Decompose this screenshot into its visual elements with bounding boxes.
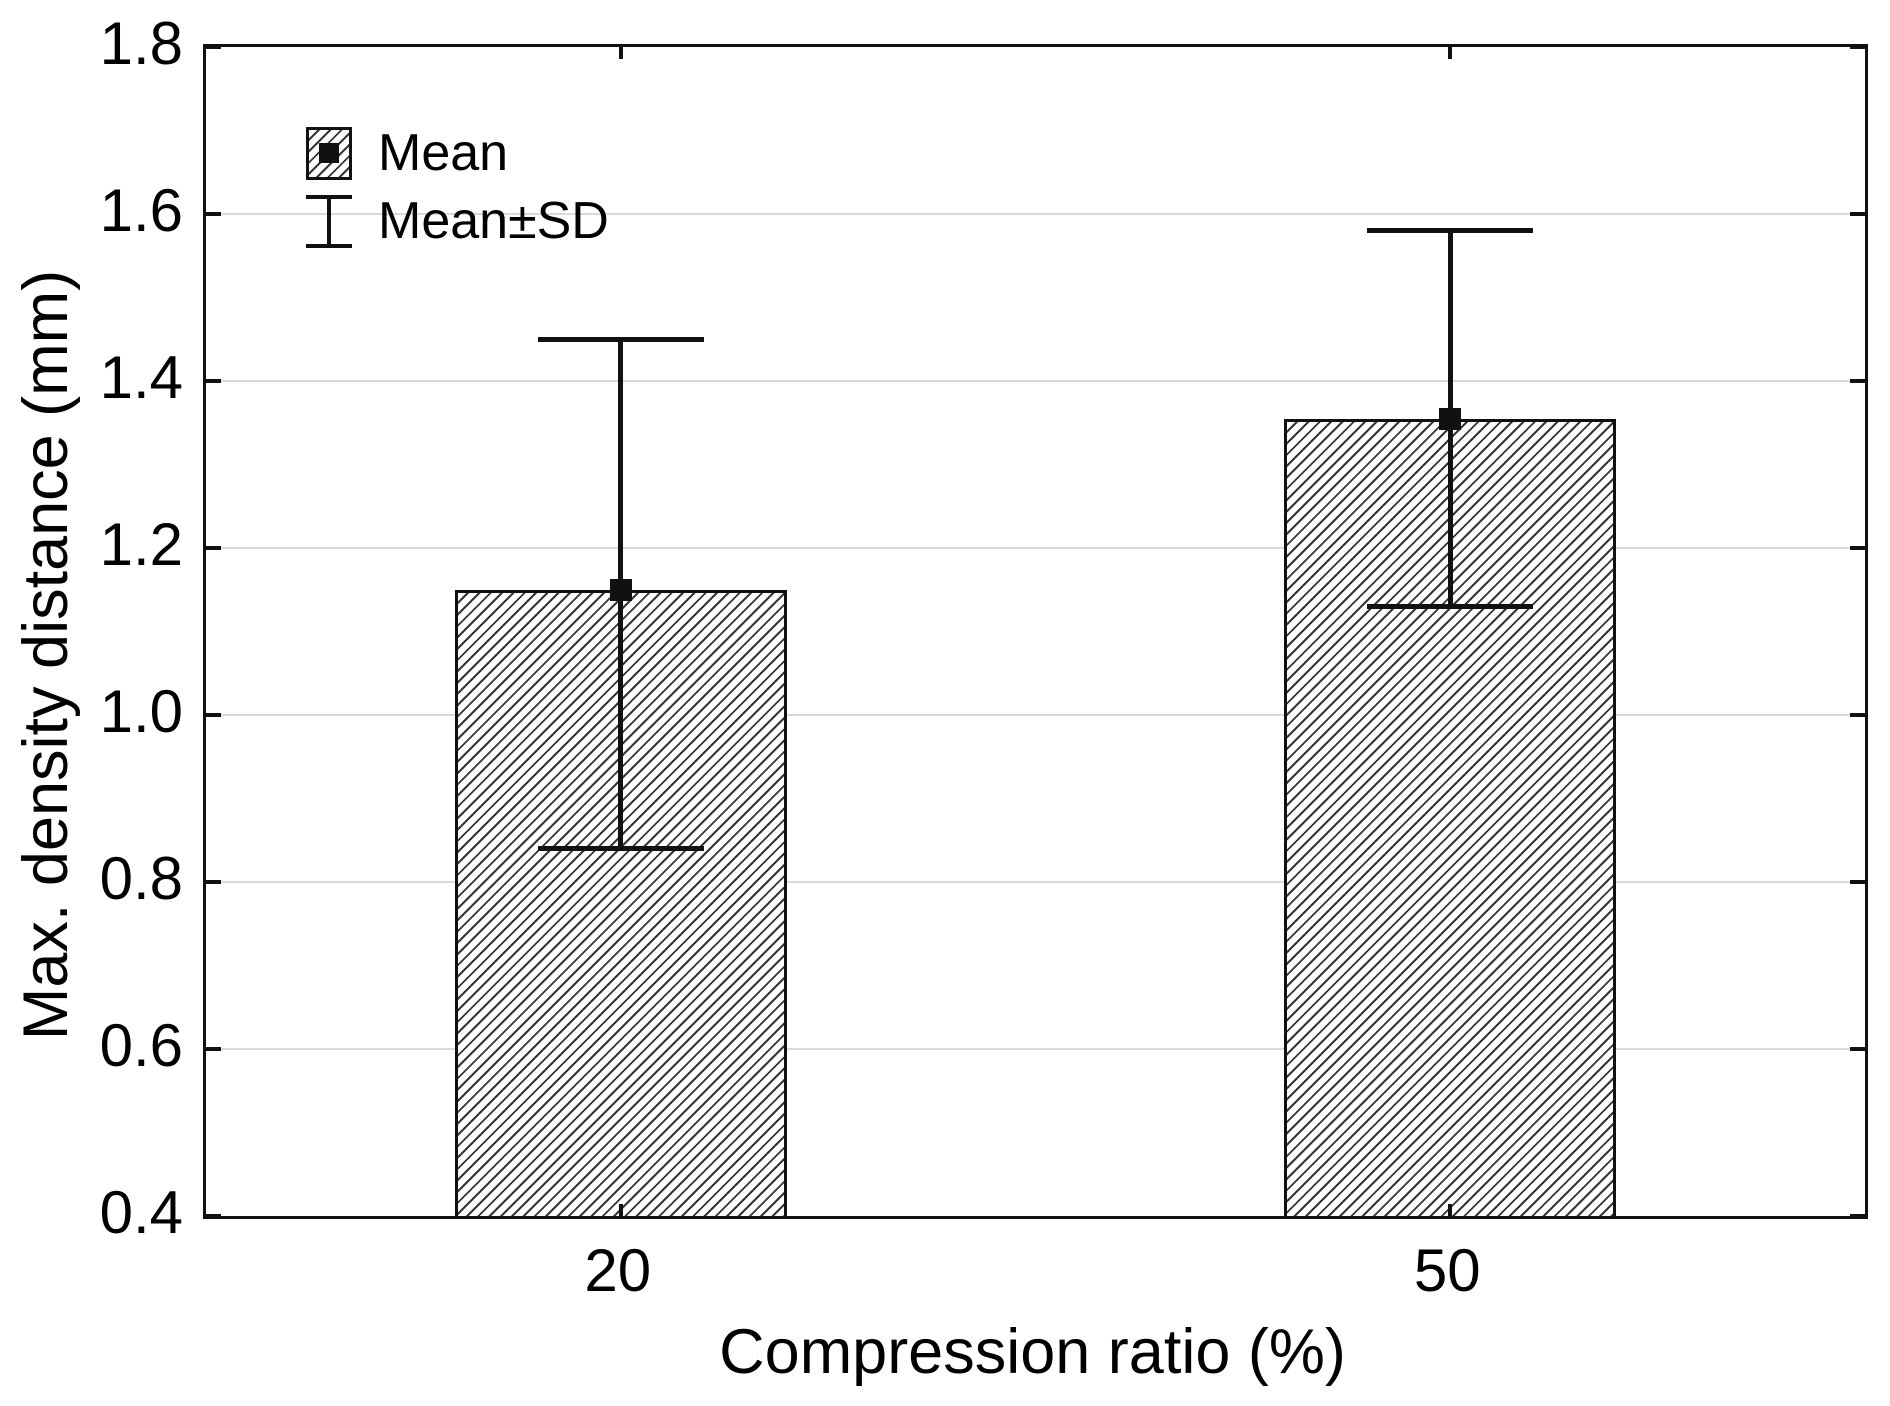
- x-tick-label: 20: [584, 1237, 652, 1304]
- legend: Mean Mean±SD: [306, 124, 609, 261]
- y-axis-tick-right: [1850, 546, 1865, 550]
- mean-marker: [609, 578, 632, 601]
- gridline: [206, 213, 1865, 215]
- y-axis-tick: [206, 546, 221, 550]
- y-axis-tick-right: [1850, 212, 1865, 216]
- error-bar-lower-cap: [1367, 603, 1534, 609]
- x-axis-tick-top: [1448, 47, 1453, 59]
- y-tick-label: 0.8: [99, 845, 183, 912]
- error-bar-line-icon: [327, 194, 331, 248]
- y-tick-label: 1.2: [99, 511, 183, 578]
- gridline: [206, 547, 1865, 549]
- mean-swatch-icon: [306, 126, 352, 180]
- y-axis-tick: [206, 880, 221, 884]
- y-axis-tick-right: [1850, 713, 1865, 717]
- y-tick-label: 0.4: [99, 1179, 183, 1246]
- legend-label-mean-sd: Mean±SD: [378, 192, 609, 250]
- mean-marker-icon: [319, 143, 339, 163]
- y-axis-tick-right: [1850, 45, 1865, 49]
- x-axis-tick-bottom: [1448, 1204, 1453, 1216]
- plot-area: Mean Mean±SD: [203, 44, 1868, 1219]
- y-axis-tick: [206, 1047, 221, 1051]
- y-tick-label: 1.4: [99, 344, 183, 411]
- gridline: [206, 714, 1865, 716]
- y-tick-label: 0.6: [99, 1012, 183, 1079]
- y-axis-tick: [206, 1214, 221, 1218]
- gridline: [206, 881, 1865, 883]
- mean-marker: [1439, 407, 1462, 430]
- error-bar-icon: [306, 194, 352, 248]
- y-axis-tick: [206, 713, 221, 717]
- x-axis-tick-top: [618, 47, 623, 59]
- legend-label-mean: Mean: [378, 124, 509, 182]
- legend-row-mean: Mean: [306, 124, 609, 182]
- x-axis-title: Compression ratio (%): [719, 1317, 1346, 1387]
- gridline: [206, 1048, 1865, 1050]
- error-bar-upper-cap: [1367, 228, 1534, 234]
- y-axis-tick: [206, 379, 221, 383]
- error-bar-bottom-cap-icon: [306, 243, 352, 248]
- error-bar-upper-cap: [537, 336, 704, 342]
- y-tick-label: 1.0: [99, 678, 183, 745]
- y-axis-tick-right: [1850, 379, 1865, 383]
- x-tick-label: 50: [1413, 1237, 1481, 1304]
- y-axis-tick: [206, 45, 221, 49]
- y-axis-tick-right: [1850, 880, 1865, 884]
- gridline: [206, 380, 1865, 382]
- y-axis-tick-right: [1850, 1047, 1865, 1051]
- error-bar-lower-cap: [537, 846, 704, 852]
- y-tick-label: 1.6: [99, 177, 183, 244]
- y-axis-tick-right: [1850, 1214, 1865, 1218]
- legend-row-mean-sd: Mean±SD: [306, 192, 609, 250]
- y-tick-label: 1.8: [99, 10, 183, 77]
- x-axis-tick-bottom: [618, 1204, 623, 1216]
- y-axis-tick: [206, 212, 221, 216]
